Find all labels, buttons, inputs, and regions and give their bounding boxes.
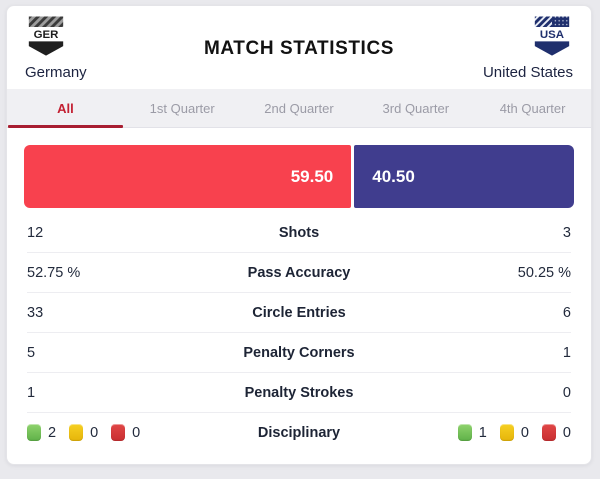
stat-label: Circle Entries: [252, 304, 346, 321]
possession-bar: 59.50 40.50: [24, 145, 574, 208]
away-stat-value: 0: [562, 384, 571, 401]
home-team-code: GER: [34, 29, 60, 41]
possession-away-segment: 40.50: [354, 145, 574, 208]
home-red-card-count: 0: [132, 424, 141, 441]
red-card-icon: [541, 424, 556, 441]
stat-row-shots: 12 Shots 3: [27, 213, 571, 253]
stat-row-penalty-strokes: 1 Penalty Strokes 0: [27, 373, 571, 413]
possession-home-segment: 59.50: [24, 145, 352, 208]
stat-label: Pass Accuracy: [247, 264, 351, 281]
home-stat-value: 1: [27, 384, 36, 401]
tab-1st-quarter[interactable]: 1st Quarter: [149, 100, 215, 116]
away-disciplinary-cards: 1 0 0: [420, 424, 571, 441]
stat-label: Disciplinary: [257, 424, 341, 441]
home-stat-value: 12: [27, 224, 44, 241]
green-card-icon: [457, 424, 472, 441]
stats-list: 12 Shots 3 52.75 % Pass Accuracy 50.25 %…: [27, 213, 571, 452]
home-yellow-card-count: 0: [90, 424, 99, 441]
home-green-card-count: 2: [48, 424, 57, 441]
possession-away-value: 40.50: [372, 166, 415, 186]
page-title: MATCH STATISTICS: [203, 38, 395, 59]
possession-home-value: 59.50: [290, 166, 334, 186]
stat-row-pass-accuracy: 52.75 % Pass Accuracy 50.25 %: [27, 253, 571, 293]
home-stat-value: 33: [27, 304, 44, 321]
stat-row-penalty-corners: 5 Penalty Corners 1: [27, 333, 571, 373]
germany-crest-icon: GER: [25, 15, 67, 60]
usa-crest-icon: USA: [531, 15, 573, 60]
tab-3rd-quarter[interactable]: 3rd Quarter: [382, 100, 450, 116]
away-red-card-count: 0: [562, 424, 571, 441]
away-stat-value: 50.25 %: [517, 264, 571, 281]
away-yellow-card-count: 0: [520, 424, 529, 441]
home-stat-value: 52.75 %: [27, 264, 81, 281]
stat-label: Penalty Corners: [243, 344, 355, 361]
tab-4th-quarter[interactable]: 4th Quarter: [499, 100, 566, 116]
red-card-icon: [111, 424, 126, 441]
green-card-icon: [27, 424, 41, 441]
away-team-name: United States: [482, 64, 573, 81]
tab-2nd-quarter[interactable]: 2nd Quarter: [264, 100, 334, 116]
home-disciplinary-cards: 2 0 0: [27, 424, 178, 441]
match-statistics-card: GER Germany MATCH STATISTICS: [6, 5, 592, 465]
yellow-card-icon: [69, 424, 84, 441]
away-stat-value: 3: [562, 224, 571, 241]
away-green-card-count: 1: [478, 424, 487, 441]
yellow-card-icon: [499, 424, 514, 441]
home-stat-value: 5: [27, 344, 36, 361]
away-team-code: USA: [540, 29, 564, 41]
stat-label: Penalty Strokes: [244, 384, 354, 401]
stat-row-circle-entries: 33 Circle Entries 6: [27, 293, 571, 333]
header: GER Germany MATCH STATISTICS: [7, 6, 591, 89]
home-team: GER Germany: [25, 15, 87, 82]
away-team: USA United States: [483, 15, 573, 82]
away-stat-value: 1: [562, 344, 571, 361]
tab-all[interactable]: All: [7, 89, 124, 128]
home-team-name: Germany: [25, 64, 87, 81]
stat-row-disciplinary: 2 0 0 Disciplinary 1 0 0: [27, 413, 571, 452]
quarter-tabbar: All 1st Quarter 2nd Quarter 3rd Quarter …: [7, 89, 591, 128]
away-stat-value: 6: [562, 304, 571, 321]
stat-label: Shots: [278, 224, 320, 241]
